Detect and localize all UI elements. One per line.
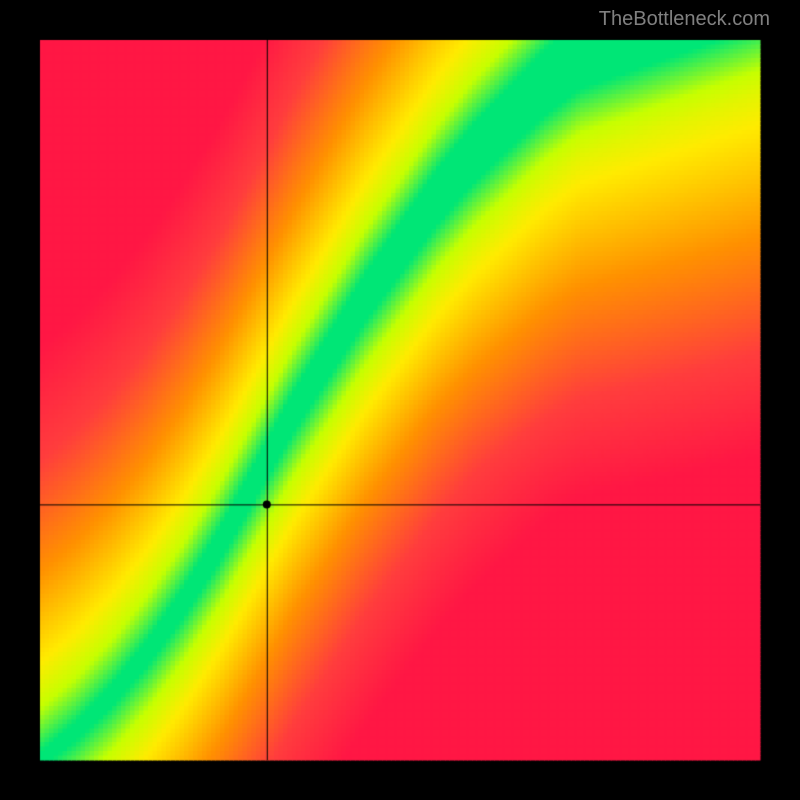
watermark-text: TheBottleneck.com [599,8,770,31]
bottleneck-heatmap [0,0,800,800]
chart-container: TheBottleneck.com [0,0,800,800]
